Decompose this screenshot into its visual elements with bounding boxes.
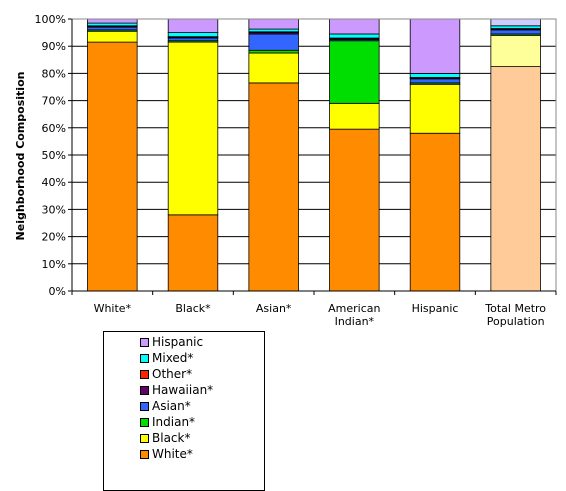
bar-segment: [329, 40, 380, 104]
x-tick-label: Black*: [175, 302, 211, 315]
y-tick-label: 70%: [42, 95, 66, 108]
legend-label: Other*: [152, 367, 193, 381]
bar-segment: [87, 22, 138, 27]
bar-segment: [248, 33, 299, 51]
y-tick-label: 20%: [42, 231, 66, 244]
y-tick-label: 30%: [42, 203, 66, 216]
bar-segment: [248, 82, 299, 292]
bar-segment: [329, 18, 380, 35]
bar-segment: [87, 30, 138, 43]
x-tick-label: Total Metro Population: [484, 302, 546, 328]
bar-segment: [490, 29, 541, 35]
bar-segment: [167, 214, 219, 292]
legend-swatch: [140, 433, 149, 443]
bars: [87, 18, 541, 292]
bar-segment: [248, 18, 299, 30]
legend-label: Asian*: [152, 399, 191, 413]
bar-segment: [167, 18, 219, 34]
legend-item: White*: [140, 446, 264, 462]
legend-label: Hawaiian*: [152, 383, 214, 397]
x-tick-label: American Indian*: [328, 302, 380, 328]
legend-swatch: [140, 385, 149, 395]
bar-segment: [409, 83, 461, 134]
bar-segment: [490, 34, 541, 68]
x-tick-label: Hispanic: [412, 302, 459, 315]
legend-swatch: [140, 449, 149, 459]
bar-segment: [248, 52, 299, 84]
bar-segment: [167, 32, 219, 38]
bar-segment: [329, 102, 380, 130]
bar-segment: [167, 41, 219, 216]
bar-segment: [409, 78, 461, 84]
bar-segment: [329, 33, 380, 39]
legend-label: White*: [152, 447, 193, 461]
y-tick-label: 0%: [49, 285, 66, 298]
bar-segment: [409, 18, 461, 74]
x-tick-label: Asian*: [256, 302, 292, 315]
legend-label: Indian*: [152, 415, 196, 429]
legend-swatch: [140, 353, 149, 363]
legend-item: Indian*: [140, 414, 264, 430]
legend-label: Black*: [152, 431, 191, 445]
legend-item: Asian*: [140, 398, 264, 414]
legend-item: Hawaiian*: [140, 382, 264, 398]
x-tick-label: White*: [94, 302, 132, 315]
bar-segment: [490, 66, 541, 292]
y-axis-label: Neighborhood Composition: [14, 72, 27, 241]
stacked-bar-chart: 0% 10% 20% 30% 40% 50% 60% 70% 80% 90% 100% White*…: [14, 13, 557, 328]
y-tick-label: 40%: [42, 176, 66, 189]
legend: Hispanic Mixed* Other* Hawaiian* Asian* India…: [103, 331, 265, 491]
legend-label: Hispanic: [152, 335, 204, 349]
bar-segment: [87, 18, 138, 24]
bar-segment: [329, 128, 380, 292]
bar-segment: [490, 18, 541, 27]
axes: [68, 18, 557, 295]
legend-item: Black*: [140, 430, 264, 446]
x-tick-labels: White* Black* Asian* American Indian* Hispani…: [94, 302, 547, 328]
legend-item: Mixed*: [140, 350, 264, 366]
bar-segment: [409, 73, 461, 78]
legend-swatch: [140, 401, 149, 411]
y-tick-label: 100%: [35, 13, 66, 26]
bar-segment: [248, 28, 299, 33]
y-tick-labels: 0% 10% 20% 30% 40% 50% 60% 70% 80% 90% 100%: [35, 13, 66, 298]
y-tick-label: 90%: [42, 40, 66, 53]
y-tick-label: 60%: [42, 122, 66, 135]
legend-label: Mixed*: [152, 351, 194, 365]
legend-item: Other*: [140, 366, 264, 382]
y-tick-label: 80%: [42, 67, 66, 80]
bar-segment: [167, 37, 219, 42]
bar-segment: [87, 41, 138, 292]
legend-swatch: [140, 417, 149, 427]
bar-segment: [409, 132, 461, 292]
bar-segment: [490, 25, 541, 29]
gridlines: [72, 18, 556, 292]
legend-swatch: [140, 369, 149, 379]
legend-item: Hispanic: [140, 334, 264, 350]
legend-swatch: [140, 337, 149, 347]
y-tick-label: 50%: [42, 149, 66, 162]
bar-segment: [248, 49, 299, 54]
bar-segment: [87, 26, 138, 31]
y-tick-label: 10%: [42, 258, 66, 271]
